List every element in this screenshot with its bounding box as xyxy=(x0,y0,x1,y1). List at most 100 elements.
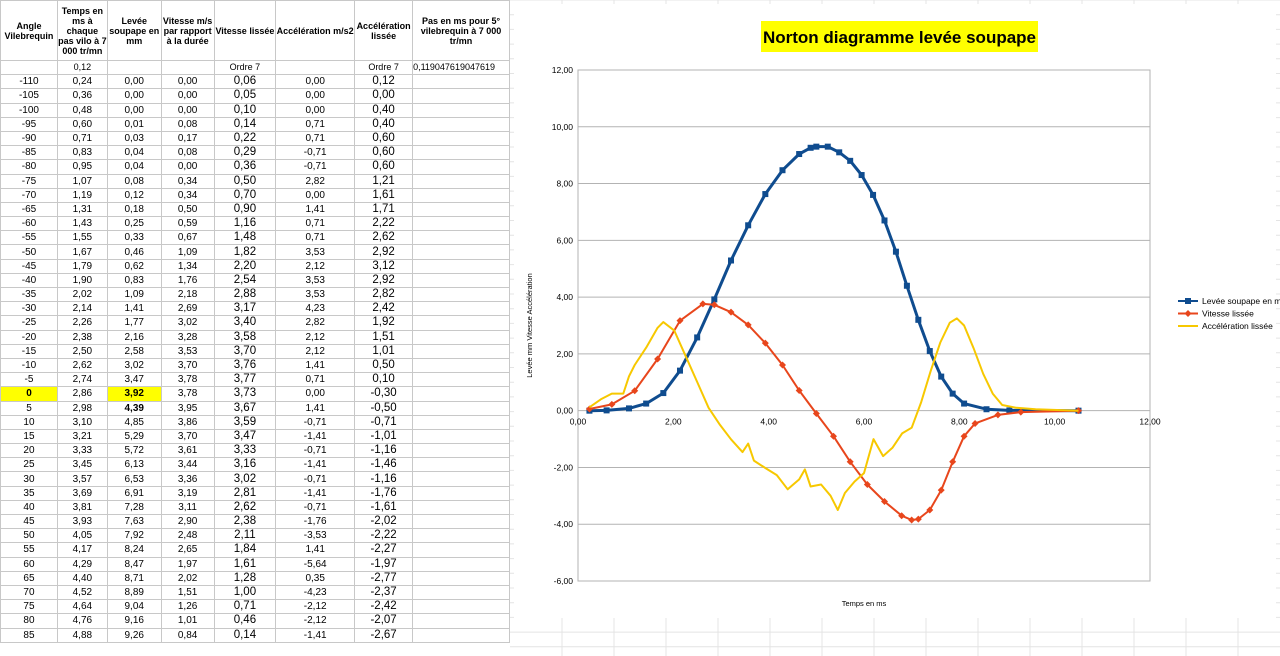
cell[interactable]: 2,62 xyxy=(354,230,414,246)
cell[interactable]: -85 xyxy=(0,145,58,161)
cell[interactable]: 2,82 xyxy=(354,286,414,303)
cell[interactable]: 0,71 xyxy=(275,216,356,232)
cell[interactable]: -0,71 xyxy=(275,471,356,487)
cell[interactable] xyxy=(412,627,510,643)
cell[interactable]: 0,40 xyxy=(354,116,414,132)
cell[interactable]: 0,04 xyxy=(106,159,162,175)
cell[interactable] xyxy=(106,59,162,76)
cell[interactable]: 4,85 xyxy=(106,414,162,430)
header-pas[interactable]: Pas en ms pour 5° vilebrequin à 7 000 tr… xyxy=(412,0,510,61)
cell[interactable]: 6,13 xyxy=(106,457,162,473)
cell[interactable]: 3,11 xyxy=(160,499,215,516)
cell[interactable] xyxy=(412,329,510,345)
cell[interactable]: 7,92 xyxy=(106,528,162,544)
cell[interactable] xyxy=(412,88,510,104)
cell[interactable] xyxy=(412,428,510,445)
cell[interactable]: 25 xyxy=(0,457,58,473)
cell[interactable]: 2,38 xyxy=(56,329,108,345)
cell[interactable]: 0,29 xyxy=(213,145,277,161)
cell[interactable]: 1,51 xyxy=(354,329,414,345)
cell[interactable]: 1,67 xyxy=(56,244,108,260)
cell[interactable]: 0,00 xyxy=(160,159,215,175)
cell[interactable] xyxy=(412,272,510,289)
cell[interactable]: 2,20 xyxy=(213,258,277,274)
cell[interactable]: -1,41 xyxy=(275,627,356,643)
cell[interactable]: 9,04 xyxy=(106,599,162,615)
cell[interactable]: 2,69 xyxy=(160,301,215,317)
cell[interactable]: 2,11 xyxy=(213,528,277,544)
cell[interactable]: -100 xyxy=(0,102,58,118)
cell[interactable]: 2,18 xyxy=(160,286,215,303)
header-temps[interactable]: Temps en ms à chaque pas vilo à 7 000 tr… xyxy=(56,0,108,61)
cell[interactable]: 0,59 xyxy=(160,216,215,232)
cell[interactable]: -105 xyxy=(0,88,58,104)
cell[interactable]: 0,62 xyxy=(106,258,162,274)
cell[interactable]: 0,50 xyxy=(160,201,215,218)
cell[interactable]: 7,28 xyxy=(106,499,162,516)
cell[interactable]: 2,12 xyxy=(275,343,356,359)
cell[interactable]: 2,98 xyxy=(56,400,108,416)
cell[interactable]: -0,50 xyxy=(354,400,414,416)
cell[interactable]: 2,65 xyxy=(160,542,215,558)
cell[interactable]: 6,91 xyxy=(106,485,162,501)
cell[interactable]: -2,12 xyxy=(275,599,356,615)
cell[interactable]: 1,41 xyxy=(275,400,356,416)
cell[interactable]: -1,41 xyxy=(275,428,356,445)
cell[interactable]: 4,76 xyxy=(56,613,108,629)
cell[interactable]: -15 xyxy=(0,343,58,359)
cell[interactable]: 0,34 xyxy=(160,173,215,189)
cell[interactable]: 3,70 xyxy=(160,428,215,445)
cell[interactable]: 1,41 xyxy=(275,542,356,558)
cell[interactable]: -2,22 xyxy=(354,528,414,544)
cell[interactable]: 1,55 xyxy=(56,230,108,246)
cell[interactable] xyxy=(412,244,510,260)
cell[interactable]: 0,90 xyxy=(213,201,277,218)
cell[interactable]: -0,30 xyxy=(354,386,414,402)
cell[interactable]: 60 xyxy=(0,556,58,572)
cell[interactable]: 4,17 xyxy=(56,542,108,558)
cell[interactable]: 1,19 xyxy=(56,187,108,203)
cell[interactable]: 3,10 xyxy=(56,414,108,430)
cell[interactable]: 0,60 xyxy=(56,116,108,132)
cell[interactable]: 2,12 xyxy=(275,258,356,274)
cell[interactable]: 65 xyxy=(0,570,58,586)
cell[interactable]: -95 xyxy=(0,116,58,132)
cell[interactable] xyxy=(412,372,510,388)
cell[interactable] xyxy=(412,613,510,629)
cell[interactable]: 8,71 xyxy=(106,570,162,586)
cell[interactable]: 3,59 xyxy=(213,414,277,430)
cell[interactable] xyxy=(412,570,510,586)
cell[interactable]: 3,57 xyxy=(56,471,108,487)
chart[interactable]: 12,00 10,00 8,00 6,00 4,00 2,00 0,00 -2,00 -4,00… xyxy=(510,0,1280,656)
cell[interactable] xyxy=(412,513,510,530)
header-vitesse-lissee[interactable]: Vitesse lissée xyxy=(213,0,277,61)
cell[interactable]: -2,77 xyxy=(354,570,414,586)
cell[interactable]: 3,70 xyxy=(160,357,215,374)
cell[interactable]: 1,79 xyxy=(56,258,108,274)
cell[interactable]: 55 xyxy=(0,542,58,558)
cell[interactable]: 0,119047619047619 xyxy=(412,59,510,76)
cell[interactable] xyxy=(412,230,510,246)
cell[interactable]: 0,12 xyxy=(56,59,108,76)
cell[interactable]: -1,76 xyxy=(354,485,414,501)
cell[interactable]: 20 xyxy=(0,443,58,459)
cell[interactable]: 1,34 xyxy=(160,258,215,274)
cell[interactable]: 0,17 xyxy=(160,130,215,147)
cell[interactable]: 0,70 xyxy=(213,187,277,203)
cell[interactable] xyxy=(412,173,510,189)
cell[interactable]: 0,00 xyxy=(354,88,414,104)
cell[interactable]: 1,61 xyxy=(213,556,277,572)
cell[interactable]: 0,60 xyxy=(354,130,414,147)
cell[interactable] xyxy=(412,414,510,430)
cell[interactable]: 0,04 xyxy=(106,145,162,161)
cell[interactable]: -2,27 xyxy=(354,542,414,558)
cell[interactable]: -35 xyxy=(0,286,58,303)
cell[interactable]: -0,71 xyxy=(275,145,356,161)
cell[interactable]: 2,82 xyxy=(275,315,356,331)
cell[interactable] xyxy=(412,201,510,218)
cell[interactable]: -80 xyxy=(0,159,58,175)
cell[interactable]: 1,41 xyxy=(275,201,356,218)
cell[interactable]: 0,00 xyxy=(275,187,356,203)
cell[interactable]: 0,22 xyxy=(213,130,277,147)
cell[interactable]: 0,83 xyxy=(106,272,162,289)
